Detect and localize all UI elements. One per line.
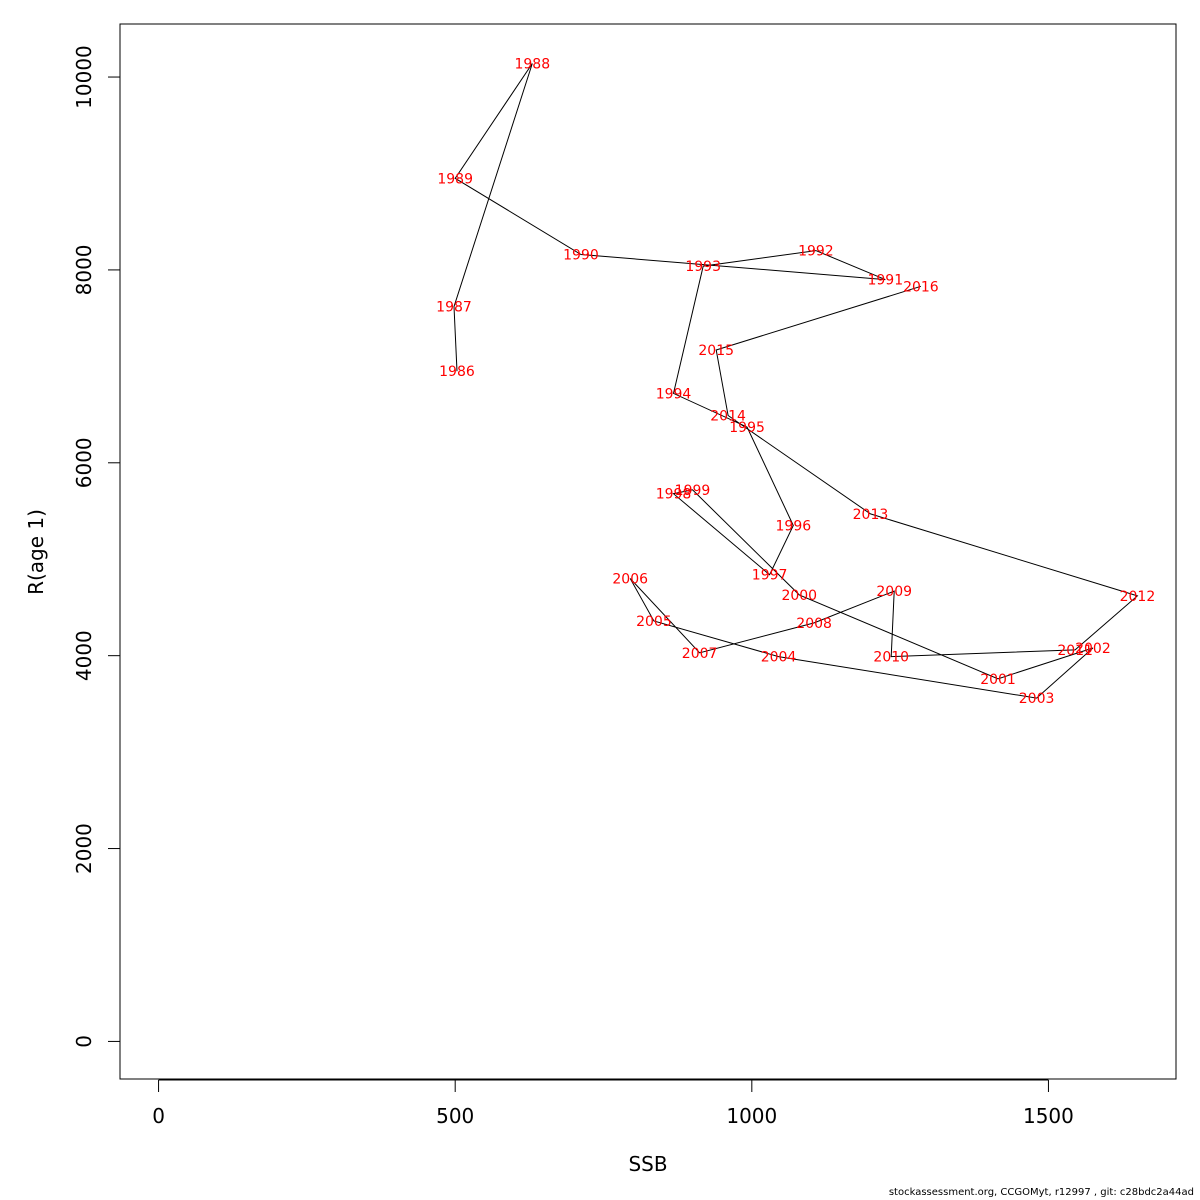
- point-label-1998: 1998: [656, 487, 692, 503]
- point-label-2012: 2012: [1120, 589, 1156, 605]
- plot-frame: [119, 23, 1177, 1080]
- point-label-2007: 2007: [682, 646, 718, 662]
- x-tick-label: 500: [436, 1104, 474, 1128]
- point-label-2016: 2016: [903, 279, 939, 295]
- series-line: [453, 63, 1139, 699]
- point-label-2002: 2002: [1075, 641, 1111, 657]
- point-label-1995: 1995: [729, 420, 765, 436]
- point-label-1987: 1987: [436, 300, 472, 316]
- point-label-2003: 2003: [1019, 691, 1055, 707]
- point-label-2006: 2006: [612, 572, 648, 588]
- point-label-2015: 2015: [698, 343, 734, 359]
- y-axis-ticks: 0 2000 4000 6000 8000 10000: [72, 45, 120, 1048]
- point-label-1993: 1993: [685, 259, 721, 275]
- y-tick-label: 10000: [72, 45, 96, 109]
- point-label-2009: 2009: [876, 584, 912, 600]
- point-label-2014: 2014: [710, 409, 746, 425]
- point-label-2004: 2004: [761, 650, 797, 666]
- point-label-1989: 1989: [437, 171, 473, 187]
- point-label-1991: 1991: [867, 273, 903, 289]
- footer-credit: stockassessment.org, CCGOMyt, r12997 , g…: [888, 1187, 1194, 1198]
- x-axis-title: SSB: [628, 1152, 667, 1176]
- point-label-1997: 1997: [752, 568, 788, 584]
- point-label-2010: 2010: [873, 650, 909, 666]
- point-label-1996: 1996: [776, 518, 812, 534]
- y-tick-label: 4000: [72, 630, 96, 681]
- y-tick-label: 2000: [72, 823, 96, 874]
- y-tick-label: 0: [72, 1035, 96, 1048]
- x-tick-label: 1500: [1023, 1104, 1074, 1128]
- point-label-2000: 2000: [781, 588, 817, 604]
- point-label-2008: 2008: [796, 616, 832, 632]
- point-label-1988: 1988: [514, 57, 550, 73]
- y-axis-title: R(age 1): [24, 509, 48, 595]
- x-tick-label: 1000: [726, 1104, 777, 1128]
- point-label-1999: 1999: [675, 483, 711, 499]
- point-label-1986: 1986: [439, 364, 475, 380]
- x-tick-label: 0: [152, 1104, 165, 1128]
- point-labels: 1986 1987 1988 1989 1990 1991 1992 1993 1994 1995…: [436, 57, 1155, 708]
- point-label-1990: 1990: [563, 247, 599, 263]
- y-tick-label: 8000: [72, 244, 96, 295]
- y-tick-label: 6000: [72, 437, 96, 488]
- point-label-1992: 1992: [798, 244, 834, 260]
- point-label-2001: 2001: [980, 672, 1016, 688]
- point-label-2011: 2011: [1057, 643, 1093, 659]
- x-axis-ticks: 0 500 1000 1500: [152, 1080, 1074, 1128]
- point-label-1994: 1994: [656, 386, 692, 402]
- point-label-2005: 2005: [636, 614, 672, 630]
- point-label-2013: 2013: [853, 507, 889, 523]
